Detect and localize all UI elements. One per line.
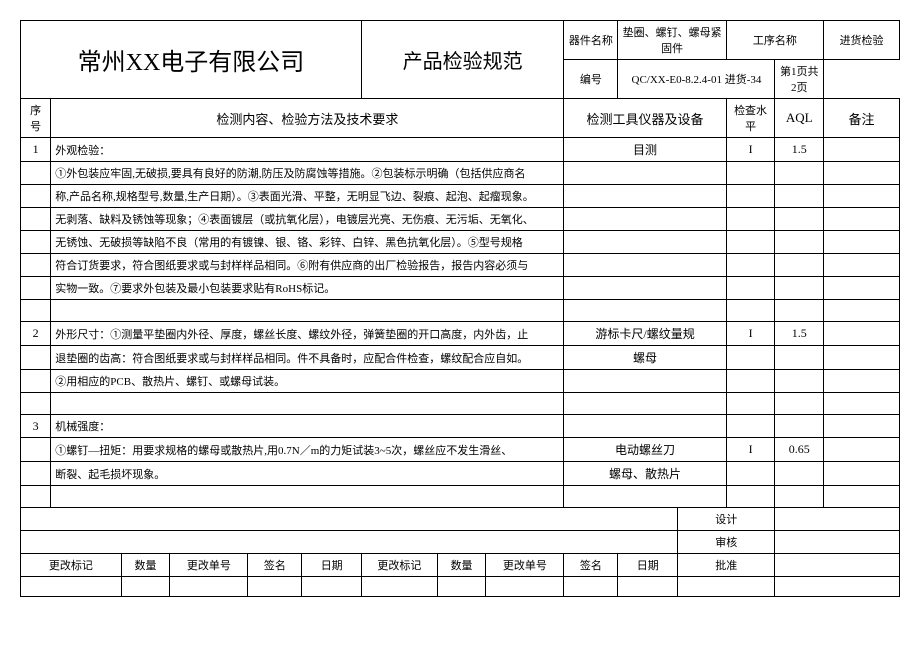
col-remark: 备注 (824, 99, 900, 138)
footer-blank-row (21, 577, 900, 597)
table-row: 3机械强度： (21, 415, 900, 438)
date-2: 日期 (618, 554, 678, 577)
qty-1: 数量 (121, 554, 170, 577)
chg-mark-1: 更改标记 (21, 554, 122, 577)
table-row: 实物一致。⑦要求外包装及最小包装要求贴有RoHS标记。 (21, 277, 900, 300)
chgno-1: 更改单号 (170, 554, 248, 577)
table-row: 断裂、起毛损坏现象。螺母、散热片 (21, 462, 900, 486)
chg-mark-2: 更改标记 (361, 554, 437, 577)
sign-row: 审核 (21, 531, 900, 554)
table-row: 符合订货要求，符合图纸要求或与封样样品相同。⑥附有供应商的出厂检验报告，报告内容… (21, 254, 900, 277)
inspection-spec-table: 常州XX电子有限公司 产品检验规范 器件名称 垫圈、螺钉、螺母紧固件 工序名称 … (20, 20, 900, 597)
approve-label: 批准 (678, 554, 775, 577)
date-1: 日期 (302, 554, 362, 577)
sign-2: 签名 (564, 554, 618, 577)
proc-value: 进货检验 (824, 21, 900, 60)
table-row: 无剥落、缺料及锈蚀等现象；④表面镀层（或抗氧化层），电镀层光亮、无伤痕、无污垢、… (21, 208, 900, 231)
table-row: ①外包装应牢固,无破损,要具有良好的防潮,防压及防腐蚀等措施。②包装标示明确（包… (21, 162, 900, 185)
design-label: 设计 (678, 508, 775, 531)
company-name: 常州XX电子有限公司 (21, 21, 362, 99)
table-row: 2外形尺寸：①测量平垫圈内外径、厚度，螺丝长度、螺纹外径，弹簧垫圈的开口高度，内… (21, 322, 900, 346)
table-row (21, 300, 900, 322)
col-tool: 检测工具仪器及设备 (564, 99, 726, 138)
part-label: 器件名称 (564, 21, 618, 60)
col-level: 检查水平 (726, 99, 775, 138)
qty-2: 数量 (437, 554, 486, 577)
table-row: ①螺钉—扭矩：用要求规格的螺母或散热片,用0.7N／m的力矩试装3~5次，螺丝应… (21, 438, 900, 462)
table-row (21, 486, 900, 508)
table-row: 称,产品名称,规格型号,数量,生产日期）。③表面光滑、平整，无明显飞边、裂痕、起… (21, 185, 900, 208)
page-info: 第1页共2页 (775, 60, 824, 99)
table-row (21, 393, 900, 415)
col-aql: AQL (775, 99, 824, 138)
code-label: 编号 (564, 60, 618, 99)
review-label: 审核 (678, 531, 775, 554)
doc-title: 产品检验规范 (361, 21, 563, 99)
footer-header-row: 更改标记 数量 更改单号 签名 日期 更改标记 数量 更改单号 签名 日期 批准 (21, 554, 900, 577)
table-row: ②用相应的PCB、散热片、螺钉、或螺母试装。 (21, 370, 900, 393)
proc-label: 工序名称 (726, 21, 823, 60)
sign-row: 设计 (21, 508, 900, 531)
chgno-2: 更改单号 (486, 554, 564, 577)
table-row: 1外观检验：目测I1.5 (21, 138, 900, 162)
table-row: 退垫圈的齿高：符合图纸要求或与封样样品相同。件不具备时，应配合件检查，螺纹配合应… (21, 346, 900, 370)
table-row: 无锈蚀、无破损等缺陷不良（常用的有镀镍、银、铬、彩锌、白锌、黑色抗氧化层）。⑤型… (21, 231, 900, 254)
sign-1: 签名 (248, 554, 302, 577)
part-value: 垫圈、螺钉、螺母紧固件 (618, 21, 726, 60)
code-value: QC/XX-E0-8.2.4-01 进货-34 (618, 60, 775, 99)
col-content: 检测内容、检验方法及技术要求 (51, 99, 564, 138)
col-seq: 序号 (21, 99, 51, 138)
